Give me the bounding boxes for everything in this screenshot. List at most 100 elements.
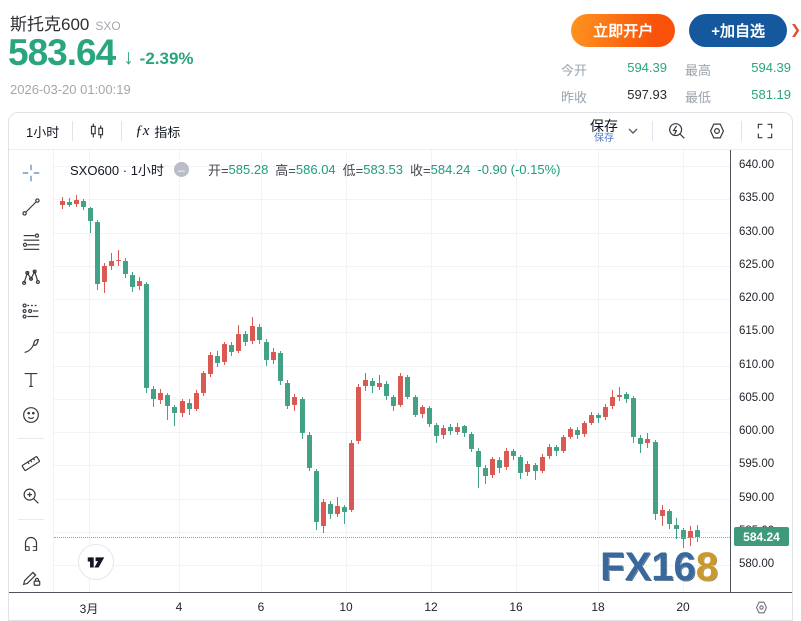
- candle-body: [59, 201, 65, 205]
- candle-body: [257, 326, 263, 341]
- fullscreen-icon: [755, 121, 775, 141]
- y-tick-label: 615.00: [739, 325, 775, 338]
- candle-body: [454, 426, 460, 432]
- candle-body: [363, 380, 369, 387]
- measure-tool[interactable]: [16, 447, 46, 477]
- candle-body: [228, 344, 234, 352]
- x-tick-label: 10: [339, 600, 353, 614]
- candle-body: [483, 467, 489, 476]
- chevron-down-icon: [627, 125, 639, 137]
- y-tick-label: 635.00: [739, 192, 775, 205]
- gridline: [516, 150, 517, 592]
- candle-body: [123, 261, 129, 275]
- trend-line-tool[interactable]: [16, 193, 46, 223]
- xabcd-pattern-tool[interactable]: [16, 262, 46, 292]
- save-menu-button[interactable]: [618, 121, 648, 141]
- emoji-tool[interactable]: [16, 400, 46, 430]
- candle-body: [151, 389, 157, 400]
- x-tick-label: 12: [424, 600, 438, 614]
- legend-low-value: 583.53: [363, 162, 404, 177]
- candle-wick: [343, 505, 345, 524]
- candle-body: [419, 406, 425, 415]
- legend-low-label: 低=: [342, 163, 364, 178]
- chart-settings-button[interactable]: [697, 116, 737, 146]
- drawing-toolbar: [9, 150, 54, 592]
- candle-body: [645, 439, 651, 444]
- y-tick-label: 595.00: [739, 458, 775, 471]
- candle-body: [596, 415, 602, 419]
- indicators-button[interactable]: ƒx 指标: [126, 118, 189, 145]
- zoom-in-tool[interactable]: [16, 481, 46, 511]
- gridline: [598, 150, 599, 592]
- x-tick-label: 18: [591, 600, 605, 614]
- candle-body: [546, 446, 552, 456]
- instrument-symbol: SXO: [95, 19, 121, 33]
- candle-body: [94, 221, 100, 284]
- candle-body: [525, 463, 531, 472]
- fx168-watermark: FX168: [600, 545, 718, 590]
- chart-type-button[interactable]: [77, 116, 117, 146]
- interval-button[interactable]: 1小时: [17, 118, 68, 145]
- magnet-tool[interactable]: [16, 528, 46, 558]
- x-tick-label: 6: [257, 600, 265, 614]
- candle-body: [581, 423, 587, 434]
- quick-search-button[interactable]: [657, 116, 697, 146]
- candle-body: [115, 259, 121, 262]
- instrument-name: 斯托克600: [10, 15, 90, 34]
- stat-label: 最低: [684, 90, 711, 105]
- candle-body: [610, 397, 616, 407]
- stat-value: 581.19: [751, 87, 791, 102]
- candle-body: [207, 354, 213, 375]
- candle-body: [356, 386, 362, 442]
- gridline: [346, 150, 347, 592]
- time-axis[interactable]: 3月 4 6 10 12 16 18 20: [9, 592, 792, 620]
- fullscreen-button[interactable]: [746, 117, 784, 145]
- carousel-next-icon[interactable]: ❯: [790, 22, 801, 37]
- candle-body: [313, 471, 319, 523]
- candle-body: [243, 334, 249, 342]
- chart-toolbar: 1小时 ƒx 指标 保存 保存: [9, 113, 792, 150]
- candle-body: [617, 394, 623, 397]
- brush-tool[interactable]: [16, 331, 46, 361]
- down-arrow-icon: ↓: [123, 46, 134, 69]
- stat-label: 今开: [560, 63, 587, 78]
- candle-body: [412, 397, 418, 415]
- candle-body: [631, 398, 637, 437]
- lock-drawings-tool[interactable]: [16, 562, 46, 592]
- candle-body: [384, 384, 390, 397]
- tradingview-logo[interactable]: [78, 544, 114, 580]
- plot-area[interactable]: SXO600 · 1小时 – 开= 585.28 高= 586.04 低= 583.5…: [54, 150, 730, 592]
- candle-body: [341, 507, 347, 512]
- gridline: [54, 299, 730, 300]
- axis-settings-icon[interactable]: [753, 599, 770, 620]
- open-account-button[interactable]: 立即开户: [571, 14, 676, 47]
- save-button[interactable]: 保存 保存: [590, 119, 618, 144]
- candle-wick: [117, 250, 119, 267]
- add-watchlist-button[interactable]: +加自选: [689, 14, 787, 47]
- candle-body: [172, 407, 178, 414]
- candle-body: [193, 392, 199, 409]
- toolbar-divider: [18, 437, 44, 439]
- last-price: 583.64: [8, 32, 116, 73]
- candle-body: [165, 394, 171, 407]
- legend-close-label: 收=: [410, 163, 431, 178]
- candle-body: [687, 531, 693, 539]
- forecast-tool[interactable]: [16, 296, 46, 326]
- fx-icon: ƒx: [135, 122, 150, 139]
- gridline: [54, 265, 730, 267]
- collapse-legend-icon[interactable]: –: [173, 162, 189, 177]
- y-tick-label: 620.00: [739, 292, 775, 304]
- text-tool[interactable]: [16, 365, 46, 395]
- crosshair-tool[interactable]: [16, 158, 46, 188]
- price-axis[interactable]: 640.00 635.00 630.00 625.00 620.00 615.00 610.…: [730, 150, 792, 592]
- candle-wick: [598, 412, 600, 424]
- save-label: 保存: [590, 117, 618, 134]
- candle-body: [73, 199, 79, 204]
- candle-body: [278, 352, 284, 382]
- candle-body: [80, 200, 86, 208]
- legend-series-title: SXO600 · 1小时: [70, 163, 164, 178]
- fib-retracement-tool[interactable]: [16, 227, 46, 257]
- toolbar-divider: [18, 518, 44, 520]
- candle-body: [447, 427, 453, 432]
- gridline: [89, 150, 90, 592]
